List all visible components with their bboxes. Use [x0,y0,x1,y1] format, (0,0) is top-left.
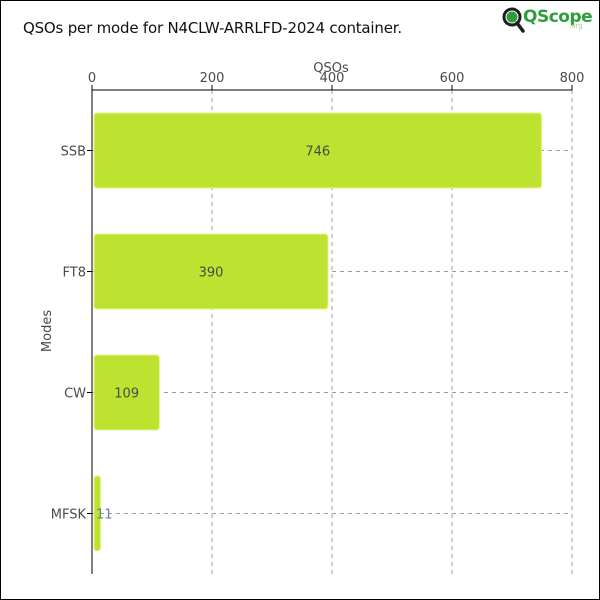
x-tick-label: 600 [440,71,465,86]
x-tick-label: 400 [320,71,345,86]
bar-mfsk [93,475,102,552]
category-label: MFSK [51,508,87,523]
magnifier-icon [502,7,525,33]
bar-layer: 746 390 109 11 [93,112,543,552]
bar-cw [93,354,160,431]
category-label: CW [64,387,86,402]
bar-value-label: 11 [96,508,113,523]
qscope-logo: QScope .org [501,6,593,38]
bar-ssb [93,112,543,189]
logo-suffix: .org [569,22,583,30]
x-axis-label: QSOs [313,61,349,76]
axis-layer: 0 200 400 600 800 SSB FT8 CW MFSK [51,71,585,574]
bar-value-label: 109 [114,387,139,402]
x-tick-label: 0 [88,71,96,86]
x-tick-label: 200 [200,71,225,86]
category-label: FT8 [63,266,86,281]
bar-ft8 [93,233,329,310]
category-label: SSB [61,145,86,160]
y-axis-label: Modes [40,310,55,352]
bar-value-label: 746 [305,145,330,160]
x-tick-label: 800 [560,71,585,86]
chart-title: QSOs per mode for N4CLW-ARRLFD-2024 cont… [23,19,402,37]
bar-value-label: 390 [199,266,224,281]
logo-text: QScope [523,7,593,27]
